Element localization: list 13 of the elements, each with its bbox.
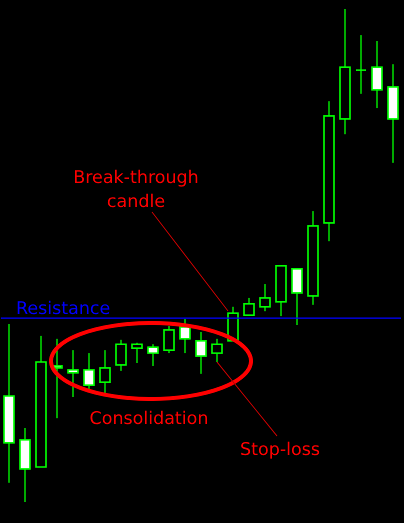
candlestick bbox=[19, 427, 31, 502]
candlestick bbox=[355, 34, 367, 94]
candlestick bbox=[339, 9, 351, 135]
candlestick bbox=[67, 350, 79, 398]
annotation: Consolidation bbox=[90, 409, 208, 429]
candlestick bbox=[371, 40, 383, 109]
annotation: Stop-loss bbox=[240, 440, 320, 460]
ref-line-label: Resistance bbox=[16, 299, 110, 320]
candlestick bbox=[99, 350, 111, 396]
candlestick bbox=[387, 64, 399, 164]
candlestick bbox=[323, 100, 335, 242]
candlestick bbox=[3, 323, 15, 484]
annotation: Break-through candle bbox=[73, 168, 199, 212]
